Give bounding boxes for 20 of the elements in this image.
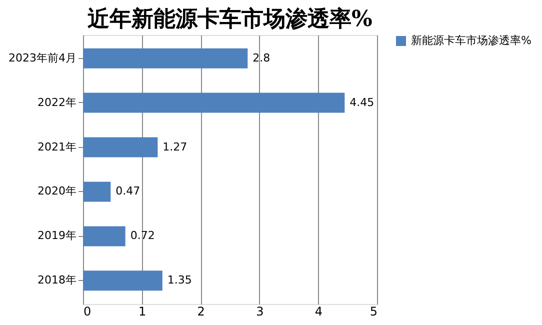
x-tick-label: 1 [138, 304, 146, 318]
x-tick-label: 5 [370, 304, 378, 318]
y-tick-label: 2019年 [38, 229, 76, 242]
chart-title: 近年新能源卡车市场渗透率% [86, 6, 373, 32]
data-label: 0.72 [130, 229, 155, 242]
y-tick-label: 2023年前4月 [8, 51, 76, 64]
y-tick-label: 2018年 [38, 274, 76, 287]
data-label: 2.8 [252, 51, 270, 64]
y-tick-label: 2021年 [38, 140, 76, 154]
x-tick-label: 3 [256, 304, 264, 318]
y-tick-label: 2022年 [38, 96, 76, 109]
data-label: 4.45 [350, 96, 374, 109]
y-tick-label: 2020年 [38, 184, 76, 198]
data-label: 0.47 [116, 184, 140, 198]
x-tick-label: 4 [314, 304, 323, 318]
x-tick-label: 2 [197, 304, 205, 318]
data-label: 1.27 [162, 140, 188, 154]
data-label: 1.35 [167, 274, 192, 287]
legend-label: 新能源卡车市场渗透率% [411, 34, 532, 47]
x-tick-label: 0 [84, 304, 92, 318]
